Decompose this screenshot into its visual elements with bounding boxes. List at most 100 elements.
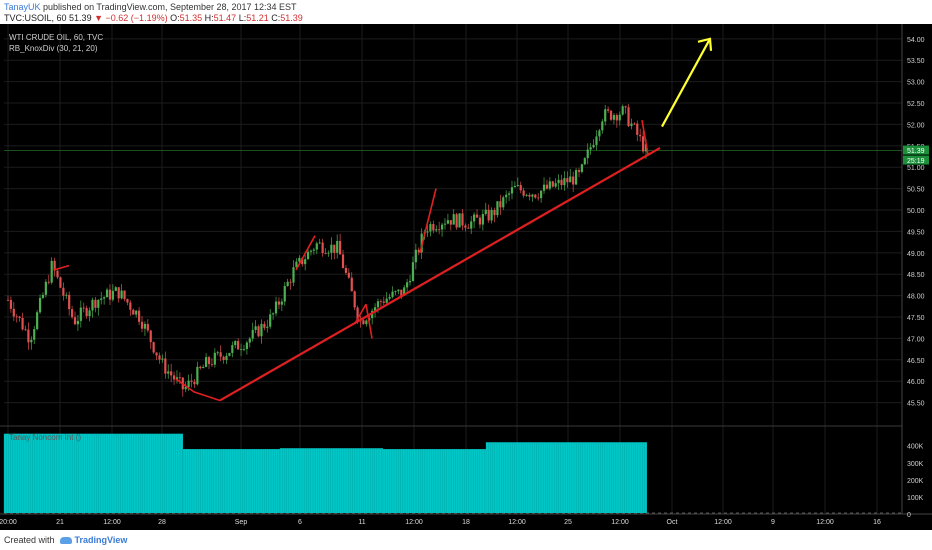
candle-body (105, 289, 109, 298)
axes: 45.50 46.00 46.50 47.00 47.50 48.00 48.50 49.00… (0, 37, 929, 526)
divergence-line (419, 188, 437, 254)
low-value: 51.21 (246, 13, 269, 23)
candle-body (239, 349, 243, 351)
high-label: H: (204, 13, 214, 23)
candle-body (248, 338, 251, 343)
price-tick-label: 53.00 (907, 80, 925, 87)
brand-label: TradingView (74, 535, 128, 545)
candle-body (580, 164, 584, 172)
last-price: 51.39 (69, 13, 92, 23)
candle-body (277, 301, 281, 305)
candle-body (636, 123, 639, 135)
candle-body (100, 298, 103, 300)
candle-body (493, 210, 496, 216)
candle-body (545, 184, 549, 189)
candle-body (178, 377, 181, 379)
tradingview-brand[interactable]: TradingView (59, 535, 128, 545)
candle-body (170, 371, 173, 376)
candle-body (417, 249, 420, 253)
candle-body (455, 214, 458, 228)
candle-body (569, 176, 572, 183)
candle-body (330, 244, 333, 253)
candle-body (70, 309, 74, 318)
price-tick-label: 48.00 (907, 294, 925, 301)
candle-body (551, 181, 554, 187)
candle-body (429, 224, 432, 232)
candle-body (12, 308, 15, 317)
candle-body (216, 352, 219, 354)
yellow-arrow (661, 38, 711, 128)
yellow-arrowhead (697, 37, 713, 51)
countdown-tag (903, 155, 929, 165)
price-tick-label: 48.50 (907, 272, 925, 279)
change-value: −0.62 (−1.19%) (105, 13, 168, 23)
candle-body (639, 134, 642, 137)
candle-body (464, 225, 467, 228)
lower-pane-legend: Tanay Noncom Int () (9, 433, 81, 442)
candle-body (458, 213, 461, 228)
candle-body (400, 289, 403, 296)
candle-body (129, 302, 132, 310)
candle-body (321, 242, 324, 254)
candle-body (190, 380, 193, 382)
candle-body (21, 317, 24, 330)
noncom-bar (4, 433, 183, 513)
candle-body (272, 313, 275, 315)
candle-body (231, 345, 234, 353)
candle-body (644, 144, 648, 152)
candle-body (487, 209, 490, 221)
candle-body (496, 201, 499, 216)
candle-body (411, 262, 415, 281)
candle-body (385, 298, 388, 303)
symbol-legend: WTI CRUDE OIL, 60, TVC (9, 33, 103, 42)
candle-body (502, 197, 505, 208)
candle-body (408, 280, 412, 283)
candle-body (207, 357, 211, 364)
candle-body (304, 259, 307, 265)
price-tick-label: 45.50 (907, 401, 925, 408)
candle-body (94, 299, 97, 308)
chart-canvas[interactable]: 45.50 46.00 46.50 47.00 47.50 48.00 48.50 49.00… (0, 24, 932, 530)
candle-body (449, 220, 452, 225)
candle-body (237, 341, 240, 350)
price-tick-label: 47.00 (907, 336, 925, 343)
candle-body (56, 270, 59, 278)
candle-body (519, 185, 522, 191)
candle-body (146, 323, 149, 331)
candle-body (30, 339, 33, 343)
candle-body (97, 299, 100, 308)
candle-body (624, 106, 627, 108)
candle-body (333, 244, 336, 253)
candle-body (566, 178, 569, 183)
candle-body (542, 184, 546, 191)
time-tick-label: 12:00 (611, 519, 629, 526)
candle-body (461, 213, 464, 226)
price-tick-label: 52.50 (907, 101, 925, 108)
candle-body (152, 342, 155, 353)
candle-body (36, 312, 39, 330)
candle-body (245, 342, 248, 349)
candle-body (135, 310, 138, 315)
candle-body (452, 214, 455, 225)
published-text: published on TradingView.com, September … (40, 2, 297, 12)
author-link[interactable]: TanayUK (4, 2, 41, 12)
candle-body (586, 149, 589, 159)
candle-body (563, 178, 566, 186)
candle-body (607, 109, 610, 111)
candle-body (225, 355, 228, 361)
candle-body (531, 194, 534, 197)
candle-body (251, 329, 254, 339)
candle-body (598, 130, 601, 137)
candle-body (289, 281, 292, 283)
candle-body (560, 179, 563, 186)
candle-body (234, 341, 237, 346)
candle-body (438, 229, 441, 231)
published-line: TanayUK published on TradingView.com, Se… (4, 2, 297, 12)
candle-body (376, 301, 380, 308)
candle-body (295, 261, 298, 268)
noncom-tick-label: 100K (907, 495, 924, 502)
candle-body (24, 329, 27, 331)
candle-body (557, 179, 560, 184)
candle-body (199, 366, 202, 369)
candle-body (137, 310, 141, 322)
